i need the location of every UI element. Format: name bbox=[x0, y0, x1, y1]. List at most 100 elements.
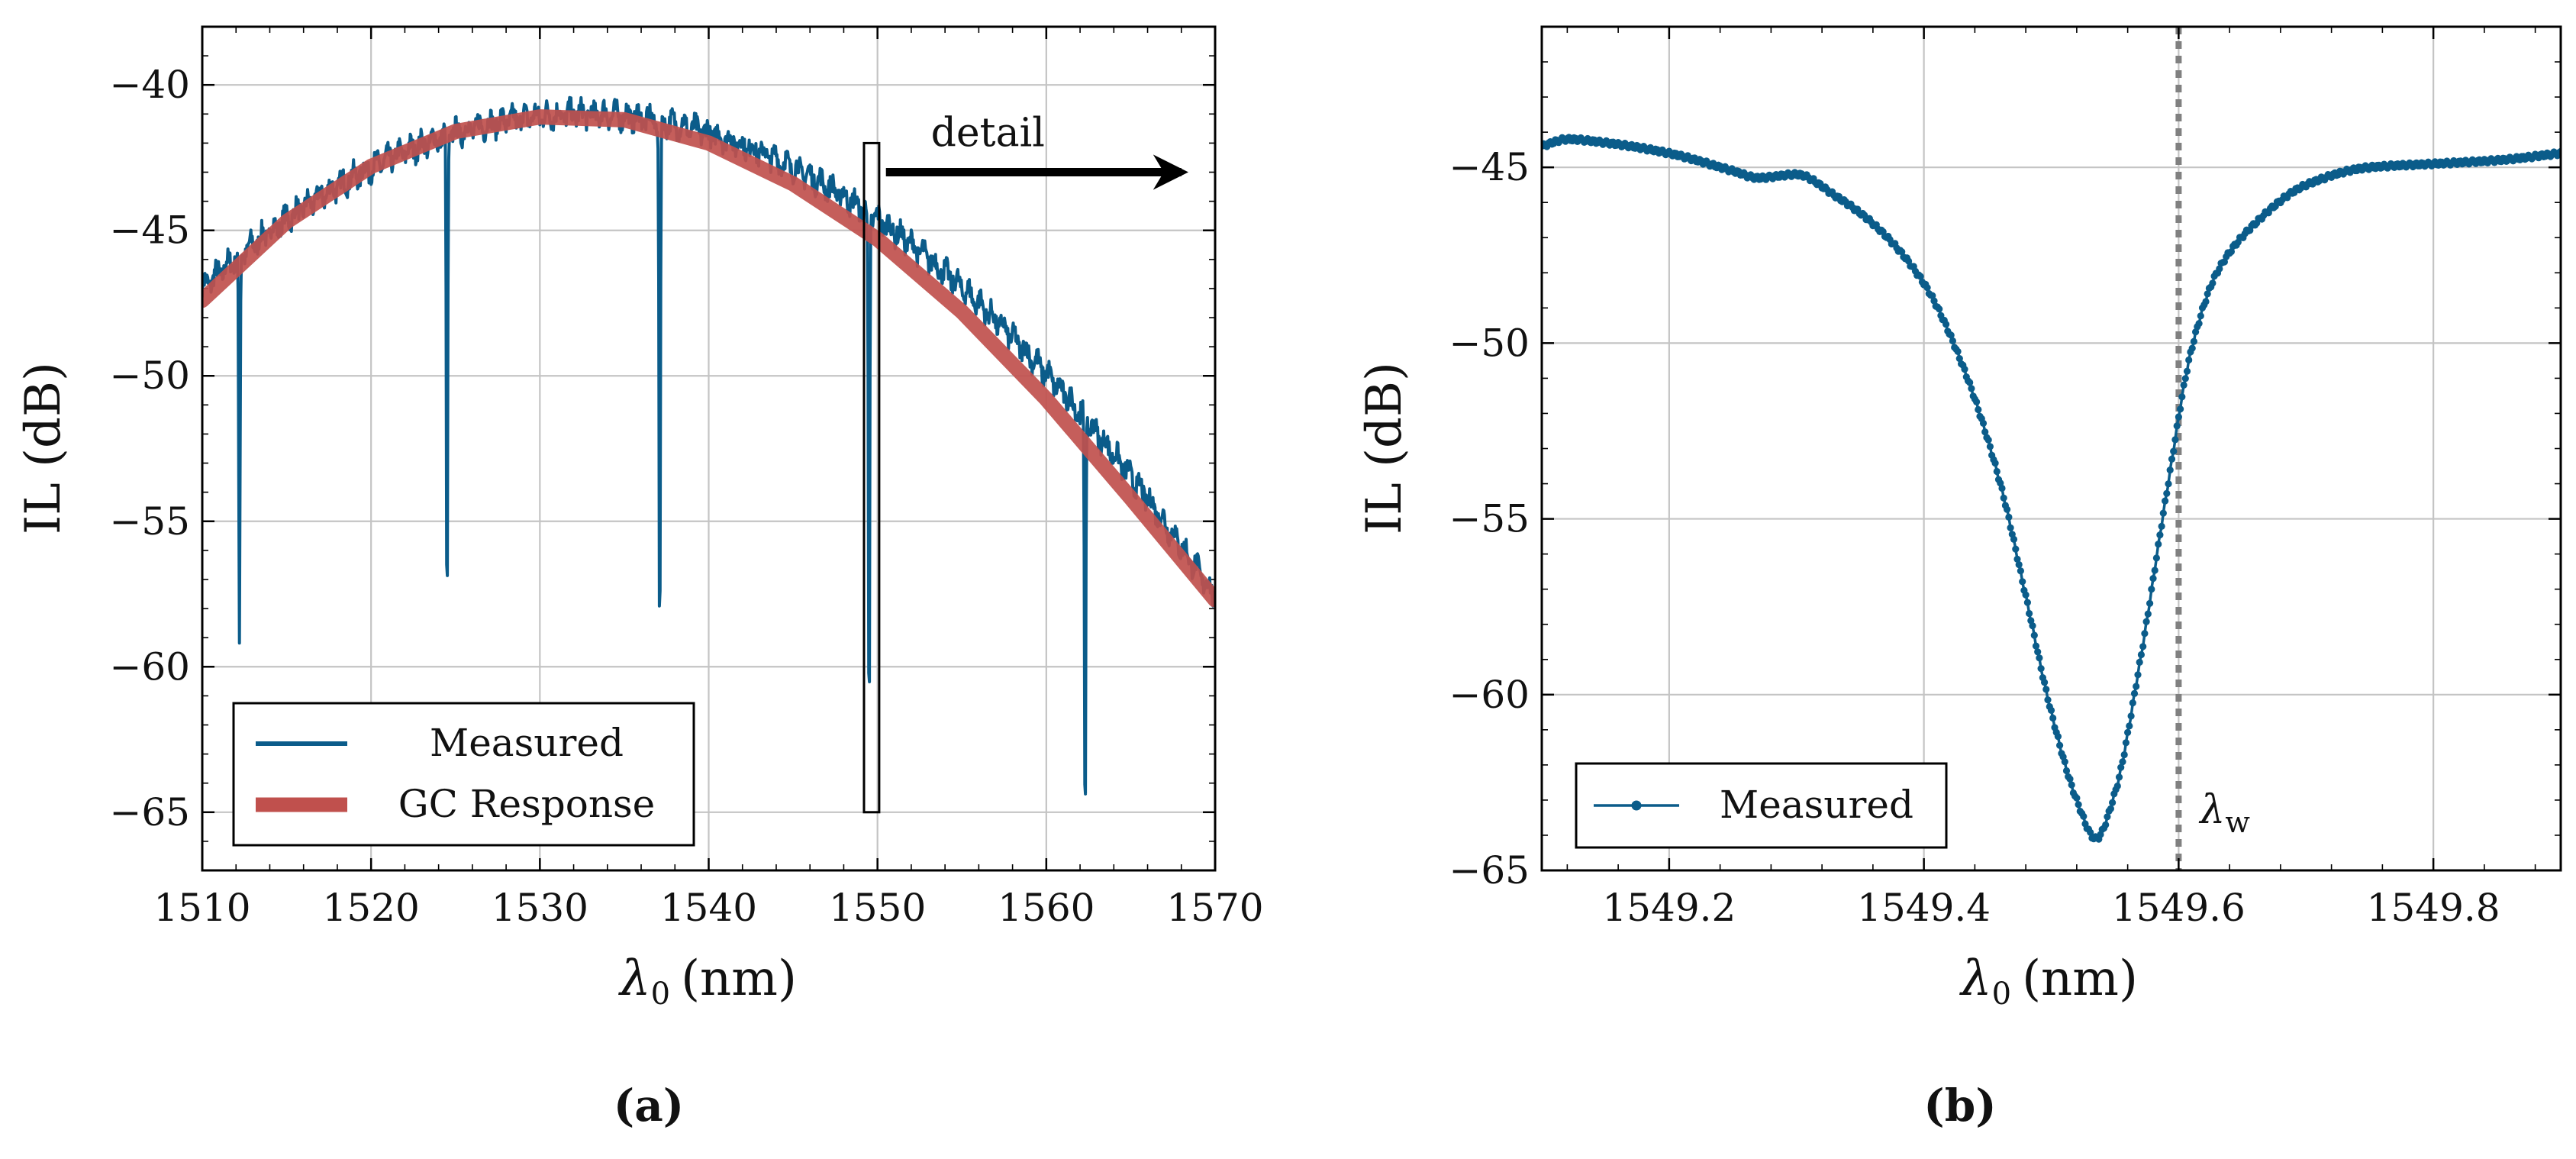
data-point bbox=[1979, 419, 1988, 428]
legend-a-gc-response-label: GC Response bbox=[398, 782, 656, 826]
data-point bbox=[2180, 381, 2188, 389]
x-axis-ticks-a: 1510 1520 1530 1540 1550 1560 1570 bbox=[153, 27, 1264, 930]
x-tick-label: 1560 bbox=[998, 886, 1095, 930]
data-point bbox=[2166, 467, 2174, 474]
data-point bbox=[2013, 555, 2021, 563]
detail-annotation: detail bbox=[931, 111, 1045, 157]
data-point bbox=[2148, 586, 2155, 593]
lambda-w-subscript: w bbox=[2225, 805, 2250, 839]
y-axis-title-a: IL (dB) bbox=[15, 362, 72, 534]
x-axis-title-b-symbol: λ bbox=[1959, 951, 1992, 1007]
data-point bbox=[2126, 722, 2133, 730]
data-point bbox=[2149, 575, 2157, 583]
minor-ticks-b bbox=[1542, 26, 2561, 871]
x-tick-label: 1510 bbox=[153, 886, 250, 930]
grid-a bbox=[201, 27, 1217, 870]
x-tick-label: 1550 bbox=[829, 886, 926, 930]
data-point bbox=[2049, 714, 2057, 722]
data-point bbox=[2178, 393, 2186, 401]
data-point bbox=[1984, 436, 1992, 444]
data-point bbox=[2037, 665, 2045, 673]
data-point bbox=[1993, 467, 2001, 476]
legend-a: Measured GC Response bbox=[232, 702, 695, 847]
data-point bbox=[2073, 794, 2081, 802]
data-point bbox=[2080, 812, 2088, 820]
data-point bbox=[2181, 375, 2189, 383]
data-point bbox=[2010, 535, 2018, 544]
data-point bbox=[2047, 706, 2055, 715]
x-axis-title-b: λ0 (nm) bbox=[1959, 951, 2138, 1012]
data-point bbox=[2173, 422, 2181, 430]
legend-a-measured-label: Measured bbox=[430, 721, 624, 765]
data-point bbox=[2066, 775, 2074, 783]
data-point bbox=[2190, 337, 2197, 345]
data-point bbox=[2152, 554, 2160, 562]
data-point bbox=[2216, 265, 2223, 273]
data-point bbox=[1929, 292, 1936, 299]
data-point bbox=[2136, 658, 2143, 667]
data-point bbox=[2034, 648, 2042, 656]
x-axis-title-b-subscript: 0 bbox=[1992, 977, 2011, 1012]
data-point bbox=[2068, 781, 2075, 789]
data-point bbox=[2177, 405, 2184, 413]
legend-b-measured-marker bbox=[1631, 800, 1642, 811]
data-point bbox=[2163, 489, 2171, 497]
data-point bbox=[2165, 480, 2172, 488]
y-tick-label: −60 bbox=[1449, 673, 1530, 717]
data-point bbox=[2175, 413, 2182, 421]
data-point bbox=[2017, 567, 2024, 575]
data-point bbox=[2156, 531, 2164, 539]
data-point bbox=[2227, 248, 2235, 256]
data-point bbox=[1954, 347, 1962, 355]
x-axis-title-a-symbol: λ bbox=[617, 951, 651, 1007]
data-point bbox=[1998, 484, 2006, 492]
data-point bbox=[2042, 686, 2050, 693]
data-point bbox=[2209, 279, 2217, 287]
data-point bbox=[2029, 622, 2036, 630]
data-point bbox=[2005, 513, 2013, 521]
data-point bbox=[1949, 337, 1956, 345]
data-point bbox=[1947, 331, 1955, 339]
data-point bbox=[2127, 712, 2135, 720]
data-point bbox=[2015, 560, 2023, 569]
data-point bbox=[2162, 497, 2169, 505]
data-point bbox=[2000, 494, 2007, 502]
data-point bbox=[1917, 273, 1924, 280]
data-point bbox=[2102, 821, 2110, 828]
x-tick-label: 1549.6 bbox=[2112, 886, 2246, 930]
data-point bbox=[2115, 773, 2123, 781]
lambda-w-symbol: λ bbox=[2198, 787, 2225, 833]
data-point bbox=[2107, 805, 2114, 812]
data-point bbox=[2113, 782, 2121, 790]
data-point bbox=[2158, 522, 2165, 531]
x-tick-label: 1549.2 bbox=[1602, 886, 1736, 930]
x-axis-title-b-unit: (nm) bbox=[2022, 951, 2138, 1007]
data-point bbox=[1991, 460, 1999, 467]
y-tick-label: −45 bbox=[1449, 145, 1530, 189]
y-axis-title-b: IL (dB) bbox=[1356, 362, 1413, 534]
detail-box bbox=[862, 141, 881, 814]
data-point bbox=[1973, 398, 1981, 406]
data-point bbox=[1955, 355, 1963, 363]
x-tick-label: 1570 bbox=[1166, 886, 1263, 930]
data-point bbox=[2134, 671, 2142, 679]
data-point bbox=[2155, 541, 2162, 548]
data-point bbox=[2133, 683, 2140, 690]
data-point bbox=[2044, 696, 2052, 704]
data-point bbox=[2197, 312, 2204, 320]
data-point bbox=[1975, 405, 1982, 414]
data-point bbox=[1942, 321, 1950, 328]
y-tick-label: −45 bbox=[109, 208, 190, 253]
plot-frame-b bbox=[1540, 25, 2562, 872]
data-point bbox=[1961, 366, 1968, 373]
y-tick-label: −60 bbox=[109, 644, 190, 689]
data-point bbox=[1936, 305, 1943, 313]
data-point bbox=[2141, 630, 2149, 638]
data-point bbox=[1968, 385, 1975, 392]
data-point bbox=[2129, 699, 2136, 707]
data-point bbox=[2007, 524, 2014, 531]
y-tick-label: −65 bbox=[1449, 848, 1530, 893]
x-tick-label: 1540 bbox=[660, 886, 757, 930]
data-point bbox=[2087, 828, 2094, 836]
